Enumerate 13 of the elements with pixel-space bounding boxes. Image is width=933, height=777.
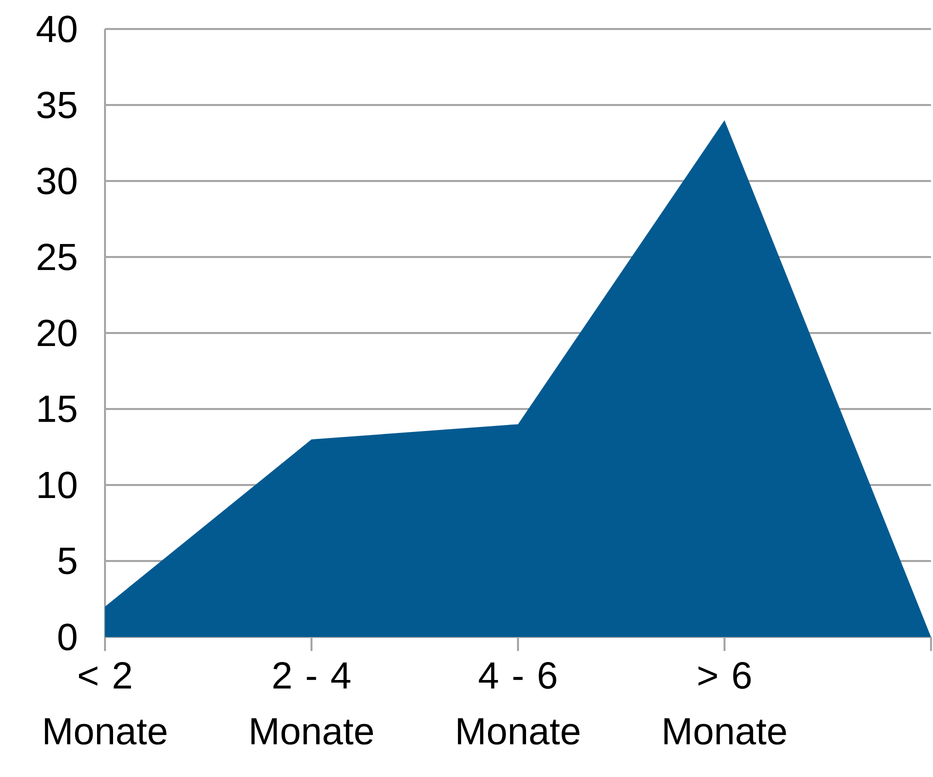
- y-tick-label: 25: [38, 244, 76, 270]
- y-tick-label: 40: [36, 16, 76, 42]
- y-tick-label: 5: [58, 548, 76, 574]
- x-tick-label: > 6 Monate: [664, 662, 786, 745]
- x-tick-label: 4 - 6 Monate: [458, 662, 580, 745]
- y-tick-label: 0: [58, 624, 76, 650]
- y-tick-label: 15: [38, 396, 76, 422]
- x-tick-label: 2 - 4 Monate: [251, 662, 373, 745]
- x-tick-label: < 2 Monate: [44, 662, 166, 745]
- y-tick-label: 30: [37, 168, 76, 194]
- y-tick-label: 20: [38, 320, 76, 346]
- y-tick-label: 10: [38, 472, 76, 498]
- y-tick-label: 35: [37, 92, 76, 118]
